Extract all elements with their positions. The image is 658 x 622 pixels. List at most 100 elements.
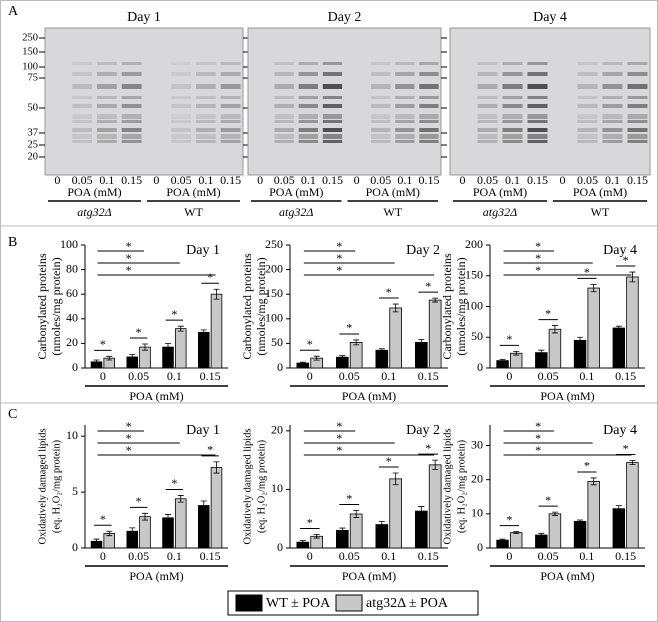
blot-band [322,140,343,143]
blot-band [371,134,391,139]
blot-band [627,128,648,132]
x-axis-title: POA (mM) [540,569,594,583]
blot-band [419,140,439,143]
bar [573,520,587,549]
y-axis-title: Carbonylated proteins [440,253,454,360]
axis-label: POA (mM) [366,185,420,199]
y-tick-label: 50 [471,329,483,343]
day-label: Day 1 [127,10,161,25]
blot-band [527,72,548,76]
axis-label: POA (mM) [166,185,220,199]
blot-band [322,120,343,123]
error-bar [339,527,346,534]
y-tick-label: 10 [271,481,283,495]
blot-band [502,134,523,139]
y-tick-label: 40 [66,311,78,325]
x-axis-title: POA (mM) [129,569,183,583]
significance-mark: * [535,419,541,433]
chart-title: Day 1 [186,243,220,258]
y-tick-label: 0 [477,540,483,554]
blot-band [171,140,192,143]
x-axis-title: POA (mM) [129,389,183,403]
significance-mark: * [136,325,142,339]
significance-mark: * [386,285,392,299]
blot-band [195,104,216,108]
blot-band [602,140,623,143]
y-axis-title: Oxidatively damaged lipids [242,428,253,544]
blot [247,27,442,176]
error-bar [513,531,520,535]
error-bar [615,505,622,513]
blot-band [195,120,216,123]
error-bar [177,325,184,332]
blot-band [627,96,648,99]
blot-band [322,134,343,139]
bar [612,327,626,369]
blot-band [298,72,318,76]
error-bar [200,329,207,336]
blot-band [371,120,391,123]
strain-label: WT [383,205,402,219]
error-bar [129,527,136,535]
bar [587,480,600,549]
significance-mark: * [386,454,392,468]
significance-mark: * [584,265,590,279]
significance-mark: * [126,239,132,253]
blot-band [171,120,192,123]
y-tick-label: 80 [66,261,78,275]
significance-mark: * [307,337,313,351]
y-tick-label: 5 [72,484,78,498]
blot-band [171,128,192,132]
lane-label: 0.15 [121,173,142,187]
blot-band [220,104,241,108]
blot-band [502,120,523,123]
blot-band [195,62,216,65]
blot-band [602,104,623,108]
blot-band [395,140,415,143]
error-bar [392,303,399,313]
blot-band [395,128,415,132]
error-bar [106,530,113,537]
significance-mark: * [506,332,512,346]
significance-mark: * [126,431,132,445]
blot-band [602,84,623,89]
blot-band [96,96,117,99]
marker-label: 20 [28,151,39,162]
blot-band [395,120,415,123]
blot-band [419,84,439,89]
blot-band [371,104,391,108]
error-bar [106,355,113,361]
blot-band [220,140,241,143]
strain-label: WT [591,205,610,219]
blot-band [72,104,93,108]
error-bar [513,350,520,356]
x-tick-label: 0.05 [538,369,559,383]
blot-band [220,62,241,65]
blot-band [527,120,548,123]
blot-band [419,134,439,139]
y-axis-title: Carbonylated proteins [240,253,254,360]
blot-band [298,114,318,119]
error-bar [378,348,385,353]
lane-label: 0.15 [322,173,343,187]
blot-band [577,84,598,89]
significance-mark: * [336,239,342,253]
blot-band [502,62,523,65]
error-bar [299,361,306,365]
blot-band [477,62,498,65]
error-bar [165,343,172,352]
blot-band [96,134,117,139]
error-bar [141,512,148,521]
blot-band [371,114,391,119]
blot-band [274,96,294,99]
strain-label: atg32Δ [77,205,111,219]
blot-band [502,72,523,76]
bar [573,339,587,369]
blot-band [419,96,439,99]
blot-band [322,84,343,89]
bar [174,498,187,549]
chart-title: Day 2 [406,243,440,258]
bar [389,307,403,369]
blot-band [419,104,439,108]
blot-band [371,128,391,132]
